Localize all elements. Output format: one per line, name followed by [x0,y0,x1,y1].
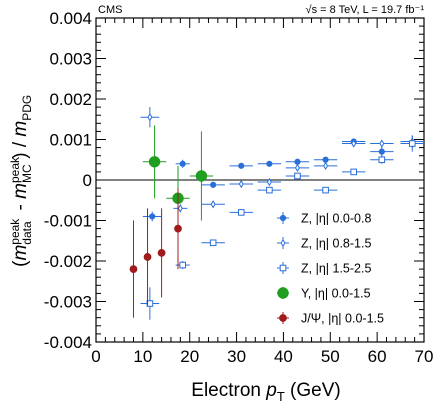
data-point [210,181,217,188]
legend-label: Z, |η| 0.0-0.8 [301,212,371,226]
data-point [351,139,357,148]
legend-swatch [277,287,289,299]
plot-area [95,17,425,343]
data-point [148,156,161,168]
legend-label: Z, |η| 1.5-2.5 [301,262,371,276]
data-point [323,161,329,170]
data-point [238,162,245,169]
legend-label: Υ, |η| 0.0-1.5 [301,287,371,301]
x-tick-label: 30 [227,347,246,366]
data-point [174,224,182,233]
data-point [157,249,166,257]
data-point [210,200,216,209]
x-tick-label: 20 [180,347,199,366]
legend-swatch [280,238,286,248]
data-point [237,209,245,216]
data-point [294,158,301,165]
data-point [147,113,153,122]
series-4 [129,188,182,318]
y-tick-label: 0 [83,171,92,190]
data-point [266,186,273,194]
legend-swatch [279,214,287,222]
data-point [378,156,386,164]
data-point [179,261,186,269]
data-point [379,139,385,148]
data-point [209,239,217,247]
x-tick-label: 40 [274,347,293,366]
series-layer [129,107,424,320]
data-point [322,156,329,163]
experiment-label: CMS [98,4,122,16]
y-tick-label: -0.003 [44,293,92,312]
energy-label: √s = 8 TeV, L = 19.7 fb⁻¹ [306,4,425,16]
data-point [179,160,186,167]
y-tick-label: 0.001 [49,131,92,150]
x-tick-label: 0 [91,347,100,366]
legend-label: J/Ψ, |η| 0.0-1.5 [301,312,384,326]
x-tick-label: 60 [368,347,387,366]
x-tick-label: 10 [133,347,152,366]
y-tick-label: 0.003 [49,50,92,69]
data-point [408,140,416,147]
legend-label: Z, |η| 0.8-1.5 [301,237,371,251]
x-tick-label: 70 [415,347,434,366]
y-tick-label: 0.002 [49,90,92,109]
y-tick-label: -0.002 [44,252,92,271]
data-point [378,148,385,155]
data-point [195,170,208,182]
y-tick-label: -0.004 [44,333,92,352]
data-point [177,204,183,213]
legend-swatch [279,264,287,272]
y-axis-title: (mpeakdata - mpeakMC ) / mPDG [8,93,34,267]
data-point [322,186,329,194]
data-point [143,253,152,261]
x-axis-title: Electron pT (GeV) [191,380,340,404]
legend-swatch [279,314,287,322]
data-point [266,160,273,167]
y-tick-label: 0.004 [49,9,92,28]
data-point [129,265,138,274]
data-point [350,168,358,176]
series-2 [140,135,424,320]
data-point [238,179,244,189]
y-tick-label: -0.001 [44,212,92,231]
axis-ticks: 0 10 20 30 40 50 60 70 -0.004 -0.003 -0.002 -0.001 0… [44,9,434,366]
data-point [294,172,301,180]
legend: Z, |η| 0.0-0.8 Z, |η| 0.8-1.5 Z, |η| 1.5-2… [277,212,384,326]
data-point [294,163,300,173]
data-point [266,177,272,187]
data-point [149,213,156,220]
x-tick-label: 50 [321,347,340,366]
